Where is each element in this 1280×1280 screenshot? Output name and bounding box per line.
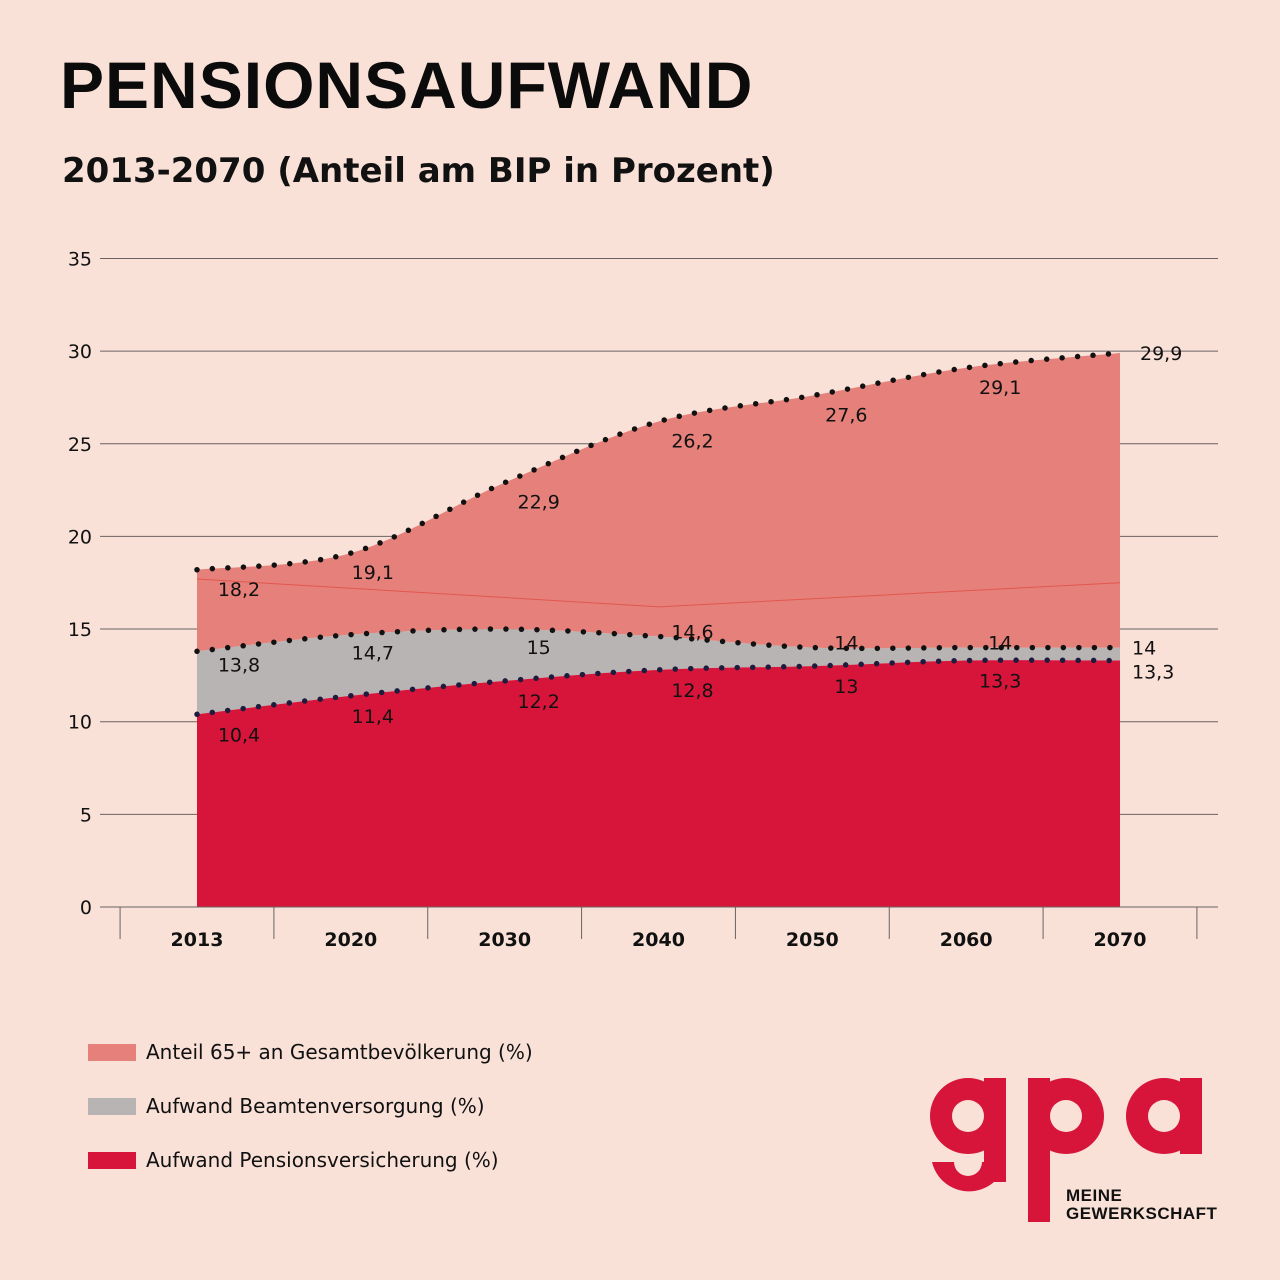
data-label-pension-2020: 11,4 [352,706,394,728]
data-label-pension-2040: 12,8 [671,680,713,702]
data-label-pension-2013: 10,4 [218,724,260,746]
chart-areas [196,352,1121,907]
area-anteil-65 [197,352,1120,652]
legend-label-anteil-65: Anteil 65+ an Gesamtbevölkerung (%) [146,1040,533,1064]
legend-label-beamten: Aufwand Beamtenversorgung (%) [146,1094,485,1118]
data-label-anteil-65-2013: 18,2 [218,579,260,601]
legend-item-pension: Aufwand Pensionsversicherung (%) [88,1146,533,1174]
data-label-pension-2070: 13,3 [1132,662,1174,684]
dotted-line-anteil-65 [194,350,1123,573]
legend-swatch-beamten [88,1097,136,1115]
x-tick-label-2050: 2050 [786,929,839,951]
data-label-beamten-2050: 14 [834,633,858,655]
x-tick-label-2013: 2013 [171,929,224,951]
dotted-line-pension [194,657,1123,718]
y-tick-label-35: 35 [68,248,92,270]
chart-title: PENSIONSAUFWAND [60,48,754,122]
area-chart: 2013 2020 2030 2040 2050 2060 2070 0 5 10 15 20 25 3… [68,248,1218,951]
data-label-beamten-2040: 14,6 [671,621,713,643]
data-label-beamten-2070: 14 [1132,638,1156,660]
gpa-wordmark [929,1078,1203,1222]
legend: Anteil 65+ an Gesamtbevölkerung (%) Aufw… [88,1038,533,1200]
data-label-anteil-65-2050: 27,6 [825,405,867,427]
data-label-anteil-65-2070: 29,9 [1140,343,1182,365]
y-tick-label-20: 20 [68,526,92,548]
data-label-pension-2050: 13 [834,676,858,698]
y-axis: 0 5 10 15 20 25 30 35 [68,248,92,919]
chart-subtitle: 2013-2070 (Anteil am BIP in Prozent) [62,151,775,191]
data-labels: 18,2 19,1 22,9 26,2 27,6 29,1 29,9 13,8 14,7 15 14… [218,343,1182,746]
data-label-anteil-65-2040: 26,2 [671,431,713,453]
legend-swatch-pension [88,1151,136,1169]
x-tick-label-2070: 2070 [1094,929,1147,951]
y-tick-label-10: 10 [68,712,92,734]
legend-item-beamten: Aufwand Beamtenversorgung (%) [88,1092,533,1120]
data-label-anteil-65-2030: 22,9 [518,492,560,514]
y-tick-label-30: 30 [68,341,92,363]
data-label-beamten-2060: 14 [988,633,1012,655]
y-tick-label-5: 5 [80,804,92,826]
gpa-logo: MEINE GEWERKSCHAFT [929,1078,1218,1223]
x-tick-label-2020: 2020 [324,929,377,951]
anteil-65-inner-line [196,578,1121,608]
y-tick-label-25: 25 [68,434,92,456]
data-label-pension-2030: 12,2 [518,691,560,713]
dotted-series-lines [194,350,1123,718]
data-label-pension-2060: 13,3 [979,671,1021,693]
data-label-beamten-2030: 15 [527,637,551,659]
y-tick-label-15: 15 [68,619,92,641]
data-label-anteil-65-2020: 19,1 [352,562,394,584]
data-label-beamten-2020: 14,7 [352,643,394,665]
legend-label-pension: Aufwand Pensionsversicherung (%) [146,1148,499,1172]
data-label-beamten-2013: 13,8 [218,654,260,676]
legend-item-anteil-65: Anteil 65+ an Gesamtbevölkerung (%) [88,1038,533,1066]
x-tick-label-2060: 2060 [940,929,993,951]
x-axis: 2013 2020 2030 2040 2050 2060 2070 [100,906,1218,951]
x-tick-label-2040: 2040 [632,929,685,951]
x-tick-label-2030: 2030 [478,929,531,951]
data-label-anteil-65-2060: 29,1 [979,377,1021,399]
logo-line-1: MEINE [1066,1186,1122,1205]
legend-swatch-anteil-65 [88,1043,136,1061]
y-tick-label-0: 0 [80,897,92,919]
dotted-line-beamten [194,626,1123,655]
area-beamten [197,629,1120,715]
logo-line-2: GEWERKSCHAFT [1066,1204,1218,1223]
area-pension [197,660,1120,907]
